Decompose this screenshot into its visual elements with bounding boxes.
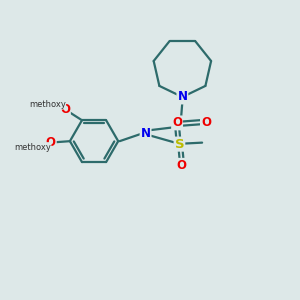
Text: O: O (60, 103, 70, 116)
Text: methoxy: methoxy (29, 100, 66, 109)
Text: S: S (175, 138, 184, 151)
Text: N: N (177, 91, 188, 103)
Text: methoxy: methoxy (14, 142, 51, 152)
Text: O: O (201, 116, 211, 128)
Text: O: O (46, 136, 56, 149)
Text: N: N (141, 127, 151, 140)
Text: O: O (177, 159, 187, 172)
Text: O: O (172, 116, 182, 129)
